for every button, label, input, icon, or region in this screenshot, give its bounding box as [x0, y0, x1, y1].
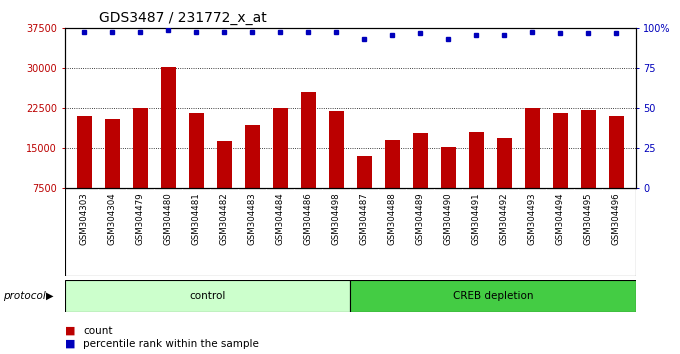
Bar: [76, 116, 92, 188]
Bar: [105, 119, 120, 188]
Text: protocol: protocol: [3, 291, 46, 301]
Bar: [350, 280, 636, 312]
Text: GSM304496: GSM304496: [612, 192, 621, 245]
Bar: [216, 141, 232, 188]
Bar: [356, 156, 372, 188]
Text: GSM304494: GSM304494: [556, 192, 564, 245]
Bar: [160, 67, 176, 188]
Text: GSM304492: GSM304492: [500, 192, 509, 245]
Bar: [133, 108, 148, 188]
Text: GSM304480: GSM304480: [164, 192, 173, 245]
Bar: [273, 108, 288, 188]
Text: ▶: ▶: [46, 291, 54, 301]
Text: GSM304479: GSM304479: [136, 192, 145, 245]
Text: count: count: [83, 326, 112, 336]
Text: ■: ■: [65, 326, 75, 336]
Text: GSM304482: GSM304482: [220, 192, 228, 245]
Bar: [524, 108, 540, 188]
Bar: [245, 126, 260, 188]
Text: GSM304489: GSM304489: [415, 192, 425, 245]
Bar: [413, 133, 428, 188]
Bar: [188, 113, 204, 188]
Bar: [496, 138, 512, 188]
Text: GSM304493: GSM304493: [528, 192, 537, 245]
Text: GSM304490: GSM304490: [444, 192, 453, 245]
Bar: [328, 111, 344, 188]
Bar: [609, 116, 624, 188]
Text: GSM304304: GSM304304: [107, 192, 117, 245]
Text: GSM304495: GSM304495: [583, 192, 593, 245]
Bar: [581, 110, 596, 188]
Text: ■: ■: [65, 339, 75, 349]
Text: GSM304486: GSM304486: [304, 192, 313, 245]
Text: GSM304498: GSM304498: [332, 192, 341, 245]
Bar: [384, 140, 400, 188]
Bar: [65, 280, 350, 312]
Text: percentile rank within the sample: percentile rank within the sample: [83, 339, 259, 349]
Text: GSM304487: GSM304487: [360, 192, 369, 245]
Text: GSM304483: GSM304483: [248, 192, 257, 245]
Bar: [553, 113, 568, 188]
Text: GSM304491: GSM304491: [472, 192, 481, 245]
Text: GDS3487 / 231772_x_at: GDS3487 / 231772_x_at: [99, 11, 267, 25]
Bar: [441, 147, 456, 188]
Text: GSM304481: GSM304481: [192, 192, 201, 245]
Text: control: control: [189, 291, 226, 301]
Bar: [469, 132, 484, 188]
Bar: [301, 92, 316, 188]
Text: GSM304488: GSM304488: [388, 192, 396, 245]
Text: GSM304484: GSM304484: [275, 192, 285, 245]
Text: CREB depletion: CREB depletion: [453, 291, 533, 301]
Text: GSM304303: GSM304303: [80, 192, 88, 245]
